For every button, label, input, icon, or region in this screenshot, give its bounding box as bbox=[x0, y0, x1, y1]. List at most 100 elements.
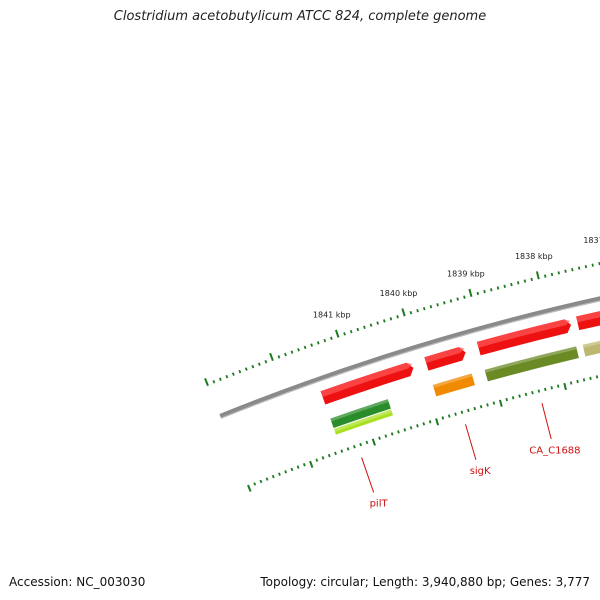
inner-tick-major bbox=[435, 418, 440, 426]
gene-feature[interactable] bbox=[484, 346, 579, 382]
inner-tick-minor bbox=[397, 430, 400, 434]
inner-tick-minor bbox=[321, 456, 325, 460]
scale-tick-minor bbox=[297, 348, 300, 352]
scale-tick-minor bbox=[409, 310, 413, 315]
scale-label: 1839 kbp bbox=[447, 269, 485, 278]
scale-tick-minor bbox=[225, 374, 229, 379]
inner-tick-minor bbox=[428, 420, 432, 424]
scale-tick-minor bbox=[323, 338, 327, 343]
inner-tick-minor bbox=[467, 408, 470, 413]
scale-tick-minor bbox=[523, 279, 527, 283]
scale-tick-minor bbox=[436, 303, 439, 307]
scale-tick-minor bbox=[510, 282, 513, 287]
scale-label: 1838 kbp bbox=[515, 252, 553, 261]
scale-tick-minor bbox=[356, 327, 360, 332]
gene-feature-shine bbox=[484, 346, 577, 373]
inner-tick-minor bbox=[296, 465, 300, 469]
inner-tick-minor bbox=[486, 403, 489, 407]
scale-tick-minor bbox=[577, 266, 581, 270]
scale-tick-minor bbox=[383, 319, 386, 323]
gene-feature[interactable] bbox=[582, 330, 600, 357]
inner-tick-minor bbox=[582, 378, 586, 382]
inner-tick-minor bbox=[302, 463, 306, 467]
scale-tick-minor bbox=[310, 343, 314, 347]
inner-tick-minor bbox=[403, 428, 407, 432]
scale-label: 1841 kbp bbox=[313, 311, 351, 320]
inner-tick-minor bbox=[576, 379, 579, 384]
inner-tick-minor bbox=[569, 381, 573, 385]
scale-tick-minor bbox=[516, 281, 520, 285]
gene-feature-shine bbox=[582, 340, 600, 348]
gene-label[interactable]: pilT bbox=[370, 499, 389, 510]
scale-tick-minor bbox=[343, 332, 346, 336]
gene-label-leader bbox=[541, 403, 552, 440]
scale-tick-minor bbox=[264, 359, 268, 364]
scale-tick-minor bbox=[591, 263, 594, 267]
inner-tick-minor bbox=[378, 436, 381, 440]
scale-tick-minor bbox=[257, 362, 261, 366]
scale-tick-minor bbox=[396, 315, 399, 319]
scale-tick-minor bbox=[277, 355, 281, 359]
scale-tick-minor bbox=[376, 321, 379, 325]
scale-tick-minor bbox=[284, 352, 287, 357]
inner-tick-minor bbox=[259, 479, 263, 484]
inner-tick-minor bbox=[271, 474, 275, 479]
gene-feature[interactable] bbox=[333, 409, 394, 435]
inner-tick-minor bbox=[384, 434, 388, 438]
inner-tick-minor bbox=[479, 405, 483, 409]
gene-label-leader bbox=[361, 457, 375, 493]
scale-tick-major bbox=[334, 329, 340, 338]
scale-tick-minor bbox=[543, 274, 547, 278]
scale-tick-major bbox=[535, 271, 540, 280]
gene-label-leader bbox=[465, 424, 477, 460]
inner-tick-minor bbox=[492, 401, 496, 405]
inner-tick-minor bbox=[537, 389, 541, 393]
inner-tick-minor bbox=[460, 410, 464, 414]
scale-tick-minor bbox=[584, 264, 588, 269]
scale-tick-minor bbox=[231, 372, 235, 376]
forward-cds-shine bbox=[476, 319, 571, 348]
scale-tick-minor bbox=[489, 288, 493, 292]
scale-tick-minor bbox=[571, 268, 574, 272]
inner-tick-minor bbox=[505, 397, 508, 402]
inner-tick-minor bbox=[409, 426, 413, 430]
inner-tick-minor bbox=[390, 432, 394, 436]
gene-label[interactable]: CA_C1688 bbox=[529, 446, 580, 457]
scale-tick-minor bbox=[530, 277, 533, 282]
scale-tick-minor bbox=[443, 301, 446, 305]
gene-label[interactable]: sigK bbox=[470, 466, 491, 477]
scale-tick-minor bbox=[416, 308, 419, 313]
gene-feature[interactable] bbox=[432, 373, 475, 397]
scale-tick-minor bbox=[463, 295, 466, 299]
inner-tick-minor bbox=[265, 477, 269, 481]
scale-tick-minor bbox=[550, 272, 554, 277]
inner-tick-minor bbox=[556, 384, 560, 388]
scale-tick-minor bbox=[564, 269, 567, 273]
forward-cds-shine bbox=[424, 347, 465, 363]
scale-tick-minor bbox=[244, 367, 248, 371]
gene-feature-shine bbox=[333, 409, 393, 432]
scale-label: 1840 kbp bbox=[380, 289, 418, 298]
scale-tick-minor bbox=[449, 299, 453, 303]
gene-feature[interactable] bbox=[330, 399, 391, 429]
inner-tick-minor bbox=[524, 392, 528, 397]
inner-tick-minor bbox=[416, 424, 419, 428]
scale-tick-minor bbox=[476, 291, 480, 296]
scale-tick-minor bbox=[330, 336, 333, 341]
scale-tick-minor bbox=[422, 306, 426, 311]
scale-tick-minor bbox=[251, 364, 255, 369]
accession-text: Accession: NC_003030 bbox=[9, 575, 146, 589]
scale-tick-minor bbox=[218, 377, 222, 381]
inner-tick-minor bbox=[595, 375, 599, 379]
scale-tick-minor bbox=[290, 350, 294, 354]
scale-tick-minor bbox=[429, 305, 433, 309]
genome-summary: Topology: circular; Length: 3,940,880 bp… bbox=[260, 575, 590, 589]
inner-tick-minor bbox=[518, 394, 521, 398]
map-title: Clostridium acetobutylicum ATCC 824, com… bbox=[113, 9, 487, 24]
inner-tick-minor bbox=[340, 449, 344, 453]
scale-tick-minor bbox=[369, 323, 373, 327]
forward-cds-shine bbox=[576, 311, 600, 323]
scale-tick-minor bbox=[363, 325, 366, 330]
inner-tick-minor bbox=[359, 442, 362, 447]
